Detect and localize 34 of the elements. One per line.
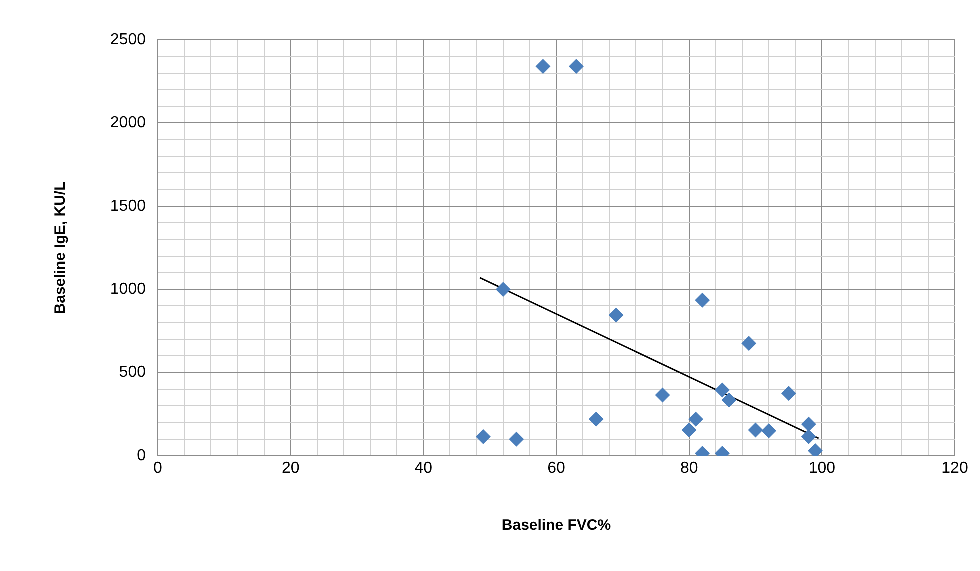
x-tick-label: 60 bbox=[548, 460, 566, 478]
point bbox=[682, 422, 697, 438]
y-tick-label: 2000 bbox=[110, 114, 146, 132]
x-tick-label: 0 bbox=[154, 460, 163, 478]
x-tick-label: 100 bbox=[808, 460, 836, 478]
x-axis-title: Baseline FVC% bbox=[502, 517, 612, 534]
point bbox=[496, 282, 511, 298]
point bbox=[748, 422, 764, 438]
point bbox=[588, 412, 604, 427]
point bbox=[608, 308, 624, 323]
point bbox=[536, 59, 551, 74]
point bbox=[715, 382, 730, 398]
point bbox=[801, 416, 816, 432]
point bbox=[476, 429, 491, 444]
point bbox=[509, 432, 524, 447]
point bbox=[781, 386, 796, 402]
point bbox=[568, 59, 584, 74]
point bbox=[722, 392, 737, 408]
y-tick-label: 1000 bbox=[110, 281, 146, 298]
point bbox=[655, 388, 670, 403]
point bbox=[742, 336, 757, 352]
y-axis-title: Baseline IgE, KU/L bbox=[52, 182, 70, 314]
x-tick-label: 80 bbox=[680, 460, 698, 478]
point bbox=[801, 429, 816, 444]
point bbox=[762, 424, 777, 439]
x-tick-label: 120 bbox=[942, 460, 968, 478]
y-tick-label: 500 bbox=[119, 364, 146, 382]
x-tick-label: 20 bbox=[282, 460, 300, 478]
y-tick-label: 0 bbox=[137, 447, 146, 464]
y-tick-label: 2500 bbox=[110, 31, 146, 48]
point bbox=[688, 412, 704, 427]
y-tick-label: 1500 bbox=[110, 198, 146, 215]
point bbox=[695, 292, 710, 308]
x-tick-label: 40 bbox=[414, 460, 433, 478]
